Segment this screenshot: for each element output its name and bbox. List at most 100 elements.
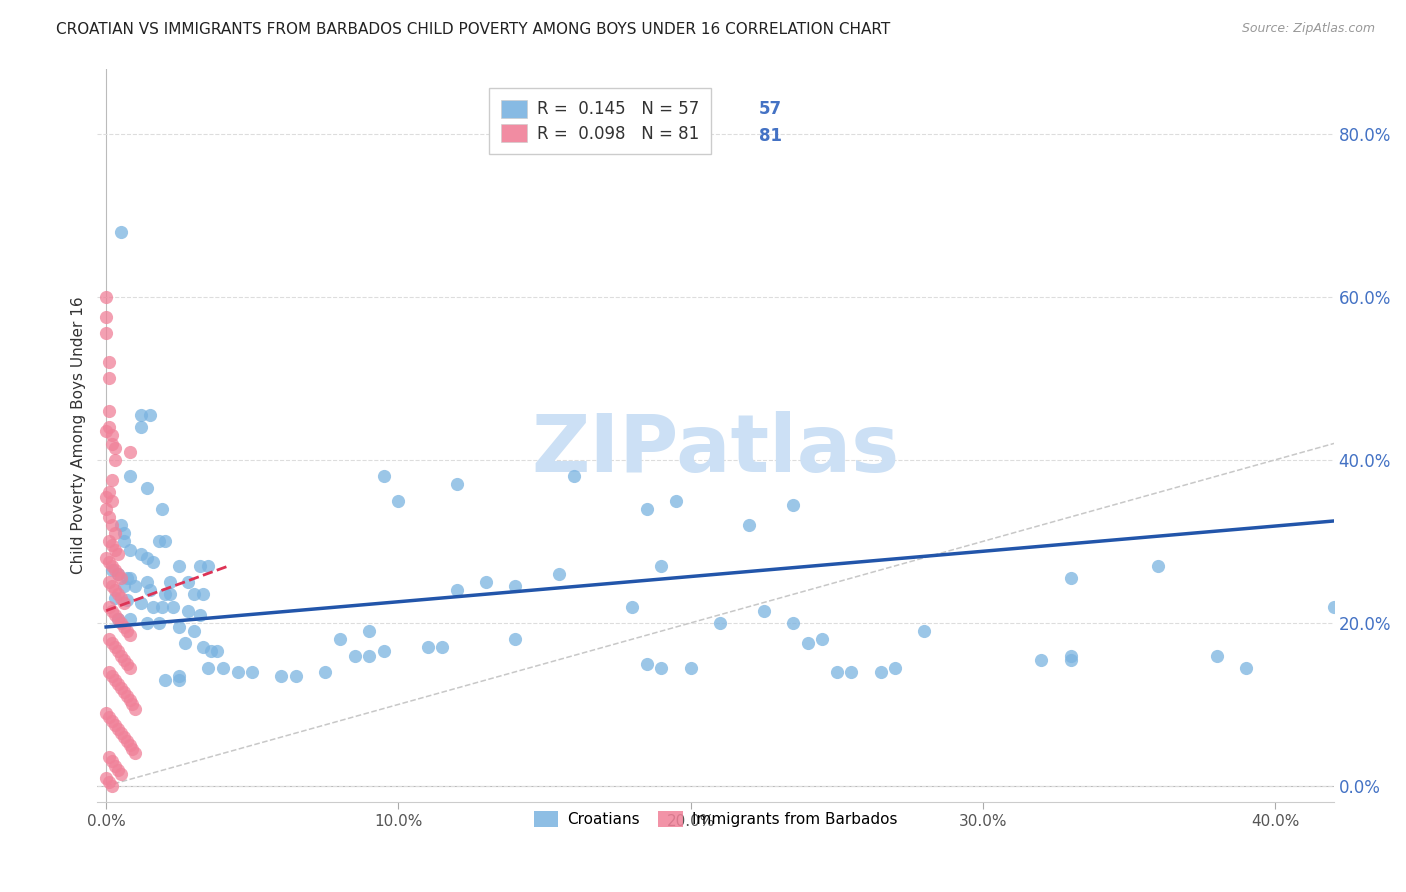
Point xyxy=(115,657,138,671)
Point xyxy=(869,665,891,679)
Point xyxy=(212,661,235,675)
Point xyxy=(562,469,585,483)
Point xyxy=(118,542,141,557)
Point xyxy=(118,693,141,707)
Point xyxy=(110,571,132,585)
Point xyxy=(841,665,863,679)
Point xyxy=(104,718,127,732)
Text: Source: ZipAtlas.com: Source: ZipAtlas.com xyxy=(1241,22,1375,36)
Point xyxy=(115,624,138,638)
Point xyxy=(101,636,124,650)
Point xyxy=(101,604,124,618)
Point xyxy=(98,775,121,789)
Point xyxy=(110,615,132,630)
Point xyxy=(752,604,775,618)
Point xyxy=(104,673,127,687)
Point xyxy=(94,706,117,720)
Point xyxy=(188,558,211,573)
Point xyxy=(101,755,124,769)
Point xyxy=(240,665,263,679)
Point xyxy=(1323,599,1346,614)
Point xyxy=(121,698,143,712)
Point xyxy=(416,640,439,655)
Point xyxy=(94,550,117,565)
Point xyxy=(98,750,121,764)
Point xyxy=(107,763,129,777)
Point xyxy=(107,722,129,736)
Point xyxy=(118,628,141,642)
Point xyxy=(709,615,731,630)
Point xyxy=(373,644,395,658)
Point xyxy=(101,518,124,533)
Point xyxy=(446,477,468,491)
Point xyxy=(121,742,143,756)
Point xyxy=(107,612,129,626)
Point xyxy=(129,420,152,434)
Point xyxy=(503,579,526,593)
Point xyxy=(101,558,124,573)
Point xyxy=(98,355,121,369)
Text: 0.098: 0.098 xyxy=(641,127,689,145)
Point xyxy=(112,595,135,609)
Point xyxy=(343,648,366,663)
Point xyxy=(94,326,117,341)
Point xyxy=(359,624,381,638)
Point xyxy=(226,665,249,679)
Point xyxy=(139,583,162,598)
Point xyxy=(142,599,165,614)
Point xyxy=(136,550,159,565)
Point xyxy=(98,599,121,614)
Point xyxy=(177,575,200,590)
Point xyxy=(153,534,176,549)
Point xyxy=(124,701,146,715)
Point xyxy=(94,771,117,785)
Text: 81: 81 xyxy=(759,127,782,145)
Point xyxy=(104,758,127,772)
Point xyxy=(112,534,135,549)
Point xyxy=(101,436,124,450)
Point xyxy=(110,518,132,533)
Point xyxy=(110,648,132,663)
Legend: Croatians, Immigrants from Barbados: Croatians, Immigrants from Barbados xyxy=(526,804,905,835)
Point xyxy=(129,547,152,561)
Point xyxy=(914,624,936,638)
Point xyxy=(112,579,135,593)
Point xyxy=(98,534,121,549)
Point xyxy=(1059,652,1081,666)
Point xyxy=(115,734,138,748)
Point xyxy=(139,408,162,422)
Point xyxy=(124,747,146,761)
Point xyxy=(98,510,121,524)
Point xyxy=(387,493,409,508)
Point xyxy=(183,624,205,638)
Point xyxy=(118,738,141,752)
Point xyxy=(107,644,129,658)
Point xyxy=(191,640,214,655)
Point xyxy=(136,482,159,496)
Point xyxy=(129,408,152,422)
Point xyxy=(1031,652,1053,666)
Point xyxy=(314,665,336,679)
Point xyxy=(738,518,761,533)
Point xyxy=(112,620,135,634)
Point xyxy=(796,636,818,650)
Point xyxy=(373,469,395,483)
Point xyxy=(129,595,152,609)
Point xyxy=(200,644,222,658)
Point xyxy=(150,501,173,516)
Point xyxy=(107,677,129,691)
Point xyxy=(1205,648,1227,663)
Point xyxy=(183,587,205,601)
Point xyxy=(101,538,124,552)
Point xyxy=(679,661,702,675)
Point xyxy=(110,591,132,606)
Point xyxy=(153,673,176,687)
Point xyxy=(94,290,117,304)
Point xyxy=(782,498,804,512)
Point xyxy=(188,607,211,622)
Point xyxy=(101,779,124,793)
Point xyxy=(98,709,121,723)
Point xyxy=(136,615,159,630)
Point xyxy=(636,657,658,671)
Point xyxy=(94,490,117,504)
